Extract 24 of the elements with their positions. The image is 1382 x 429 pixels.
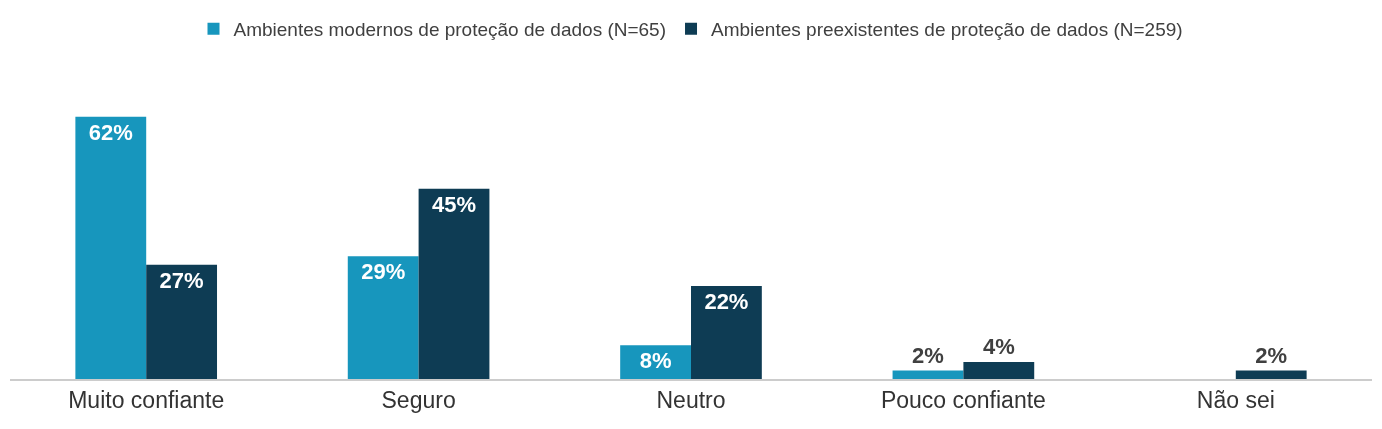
data-label: 22% <box>704 288 749 314</box>
data-label: 2% <box>912 342 944 368</box>
bar <box>75 116 147 379</box>
data-label: 27% <box>159 267 204 293</box>
x-tick-label: Pouco confiante <box>880 387 1046 414</box>
bar <box>892 370 964 379</box>
x-tick-label: Muito confiante <box>68 387 225 414</box>
bar <box>347 256 419 379</box>
data-label: 62% <box>88 119 133 145</box>
legend-label: Ambientes modernos de proteção de dados (N=65) <box>233 19 667 41</box>
bar <box>1235 370 1307 379</box>
data-label: 45% <box>431 191 477 217</box>
data-label: 2% <box>1255 342 1288 368</box>
bar <box>963 362 1035 379</box>
x-tick-label: Seguro <box>381 387 456 414</box>
data-label: 29% <box>361 259 406 285</box>
x-tick-label: Não sei <box>1196 387 1275 414</box>
legend-label: Ambientes preexistentes de proteção de dados (N=259) <box>711 19 1183 41</box>
data-label: 8% <box>639 348 672 374</box>
data-label: 4% <box>982 334 1015 360</box>
bar <box>691 285 762 379</box>
x-tick-label: Neutro <box>656 387 726 414</box>
bar <box>146 264 218 379</box>
bar <box>418 188 490 379</box>
